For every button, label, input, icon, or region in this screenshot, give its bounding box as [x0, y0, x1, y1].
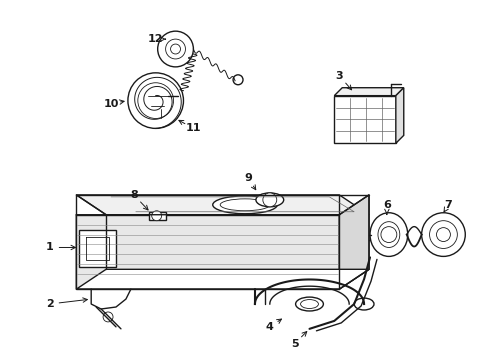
Circle shape — [151, 211, 162, 221]
Polygon shape — [334, 88, 403, 96]
Ellipse shape — [353, 298, 373, 310]
Text: 1: 1 — [45, 243, 53, 252]
Polygon shape — [334, 96, 395, 143]
Text: 9: 9 — [244, 173, 251, 183]
Text: 4: 4 — [265, 322, 273, 332]
Circle shape — [428, 221, 456, 248]
Circle shape — [128, 73, 183, 129]
Circle shape — [170, 44, 180, 54]
Polygon shape — [148, 212, 165, 220]
Text: 7: 7 — [444, 200, 451, 210]
Circle shape — [103, 312, 113, 322]
Ellipse shape — [377, 222, 399, 247]
Text: 3: 3 — [335, 71, 343, 81]
Text: 11: 11 — [185, 123, 201, 134]
Text: 2: 2 — [45, 299, 53, 309]
Ellipse shape — [369, 213, 407, 256]
Polygon shape — [395, 88, 403, 143]
Text: 5: 5 — [290, 339, 298, 349]
Text: 8: 8 — [130, 190, 138, 200]
Polygon shape — [76, 195, 368, 215]
Circle shape — [421, 213, 464, 256]
Polygon shape — [76, 215, 339, 289]
Ellipse shape — [300, 300, 318, 309]
Ellipse shape — [255, 193, 283, 207]
Circle shape — [157, 31, 193, 67]
Circle shape — [436, 228, 449, 242]
Circle shape — [138, 83, 173, 118]
Ellipse shape — [212, 196, 277, 214]
Ellipse shape — [220, 199, 269, 211]
Circle shape — [165, 39, 185, 59]
Circle shape — [233, 75, 243, 85]
Polygon shape — [76, 269, 368, 289]
Ellipse shape — [295, 297, 323, 311]
Circle shape — [380, 227, 396, 243]
Text: 12: 12 — [148, 34, 163, 44]
Polygon shape — [79, 230, 116, 267]
Circle shape — [263, 193, 276, 207]
Polygon shape — [339, 195, 368, 289]
Text: 10: 10 — [103, 99, 119, 109]
Text: 6: 6 — [382, 200, 390, 210]
